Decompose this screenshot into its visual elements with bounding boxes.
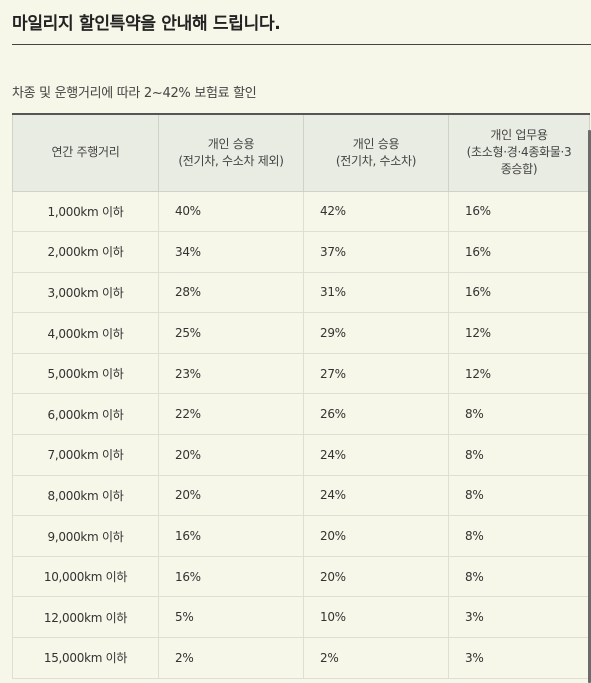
discount-rate-cell: 22% (158, 393, 304, 436)
discount-rate-cell: 2% (303, 637, 449, 679)
table-row: 4,000km 이하 25% 29% 12% (12, 312, 590, 354)
table-row: 6,000km 이하 22% 26% 8% (12, 393, 590, 436)
discount-rate-cell: 24% (303, 474, 449, 517)
column-header-line: (전기차, 수소차 제외) (178, 153, 284, 168)
page-title: 마일리지 할인특약을 안내해 드립니다. (12, 14, 281, 34)
discount-rate-cell: 34% (158, 231, 304, 273)
table-row: 5,000km 이하 23% 27% 12% (12, 352, 590, 395)
discount-rate-cell: 12% (448, 312, 590, 354)
discount-rate-cell: 8% (448, 434, 590, 476)
distance-cell: 5,000km 이하 (12, 352, 159, 395)
discount-rate-cell: 28% (158, 271, 304, 314)
column-header-0: 연간 주행거리 (12, 113, 159, 192)
distance-cell: 8,000km 이하 (12, 474, 159, 517)
discount-rate-cell: 16% (448, 271, 590, 314)
title-divider (12, 44, 591, 45)
discount-rate-cell: 20% (303, 555, 449, 598)
column-header-line: (초소형·경·4종화물·3 (466, 145, 572, 160)
table-row: 15,000km 이하 2% 2% 3% (12, 637, 590, 679)
distance-cell: 2,000km 이하 (12, 231, 159, 273)
distance-cell: 12,000km 이하 (12, 596, 159, 639)
discount-rate-cell: 3% (448, 596, 590, 639)
table-row: 2,000km 이하 34% 37% 16% (12, 231, 590, 273)
table-body: 1,000km 이하 40% 42% 16% 2,000km 이하 34% 37% 16% 3,… (12, 190, 590, 679)
discount-rate-cell: 24% (303, 434, 449, 476)
table-row: 10,000km 이하 16% 20% 8% (12, 555, 590, 598)
discount-rate-cell: 27% (303, 352, 449, 395)
column-header-line: (전기차, 수소차) (335, 153, 417, 168)
distance-cell: 9,000km 이하 (12, 515, 159, 557)
discount-rate-cell: 10% (303, 596, 449, 639)
mileage-discount-table: 연간 주행거리 개인 승용 (전기차, 수소차 제외) 개인 승용 (전기차, 수소차)… (12, 113, 590, 679)
column-header-2: 개인 승용 (전기차, 수소차) (303, 113, 449, 192)
discount-rate-cell: 8% (448, 474, 590, 517)
discount-rate-cell: 2% (158, 637, 304, 679)
discount-rate-cell: 26% (303, 393, 449, 436)
table-row: 1,000km 이하 40% 42% 16% (12, 190, 590, 233)
column-header-line: 개인 승용 (207, 136, 255, 151)
distance-cell: 10,000km 이하 (12, 555, 159, 598)
scrollbar[interactable] (588, 130, 591, 683)
column-header-line: 개인 승용 (352, 136, 400, 151)
discount-rate-cell: 37% (303, 231, 449, 273)
discount-rate-cell: 3% (448, 637, 590, 679)
distance-cell: 4,000km 이하 (12, 312, 159, 354)
table-row: 8,000km 이하 20% 24% 8% (12, 474, 590, 517)
table-row: 7,000km 이하 20% 24% 8% (12, 434, 590, 476)
discount-rate-cell: 20% (158, 474, 304, 517)
discount-rate-cell: 16% (158, 555, 304, 598)
column-header-line: 연간 주행거리 (51, 145, 120, 160)
discount-rate-cell: 20% (303, 515, 449, 557)
discount-rate-cell: 16% (158, 515, 304, 557)
column-header-1: 개인 승용 (전기차, 수소차 제외) (158, 113, 304, 192)
table-row: 3,000km 이하 28% 31% 16% (12, 271, 590, 314)
discount-rate-cell: 16% (448, 190, 590, 233)
discount-rate-cell: 23% (158, 352, 304, 395)
discount-rate-cell: 12% (448, 352, 590, 395)
table-row: 9,000km 이하 16% 20% 8% (12, 515, 590, 557)
discount-table-container: 연간 주행거리 개인 승용 (전기차, 수소차 제외) 개인 승용 (전기차, 수소차)… (12, 113, 591, 679)
table-header-row: 연간 주행거리 개인 승용 (전기차, 수소차 제외) 개인 승용 (전기차, 수소차)… (12, 113, 590, 192)
column-header-3: 개인 업무용 (초소형·경·4종화물·3 종승합) (448, 113, 590, 192)
discount-rate-cell: 8% (448, 393, 590, 436)
discount-rate-cell: 20% (158, 434, 304, 476)
distance-cell: 3,000km 이하 (12, 271, 159, 314)
discount-rate-cell: 16% (448, 231, 590, 273)
distance-cell: 1,000km 이하 (12, 190, 159, 233)
column-header-line: 개인 업무용 (490, 128, 548, 143)
discount-subtitle: 차종 및 운행거리에 따라 2~42% 보험료 할인 (12, 86, 257, 101)
discount-rate-cell: 42% (303, 190, 449, 233)
discount-rate-cell: 31% (303, 271, 449, 314)
discount-rate-cell: 5% (158, 596, 304, 639)
distance-cell: 15,000km 이하 (12, 637, 159, 679)
column-header-line: 종승합) (500, 162, 538, 177)
discount-rate-cell: 8% (448, 515, 590, 557)
table-row: 12,000km 이하 5% 10% 3% (12, 596, 590, 639)
discount-rate-cell: 25% (158, 312, 304, 354)
distance-cell: 6,000km 이하 (12, 393, 159, 436)
distance-cell: 7,000km 이하 (12, 434, 159, 476)
discount-rate-cell: 8% (448, 555, 590, 598)
discount-rate-cell: 40% (158, 190, 304, 233)
discount-rate-cell: 29% (303, 312, 449, 354)
